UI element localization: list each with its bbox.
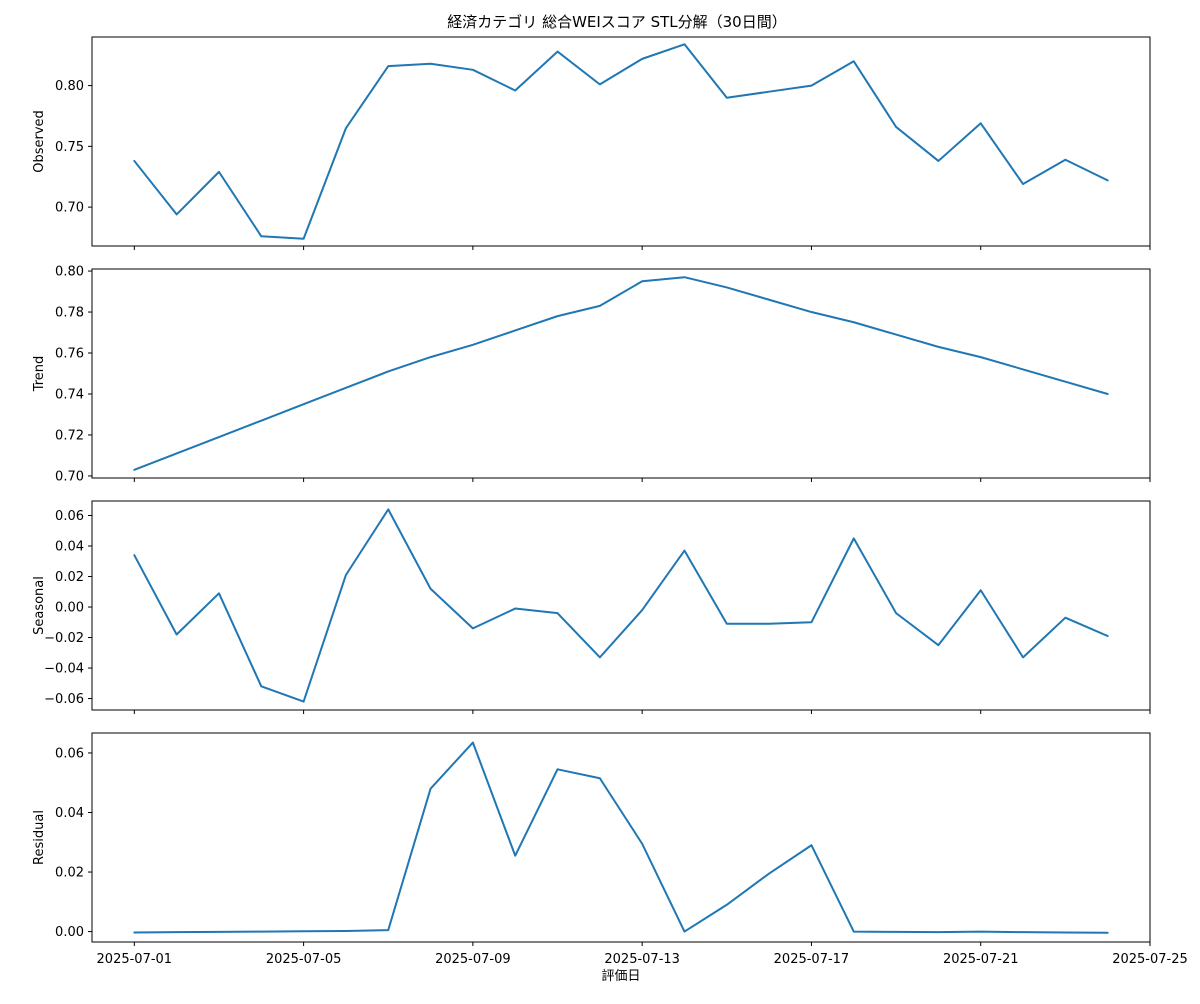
residual-y-tick-label: 0.00 bbox=[55, 925, 84, 940]
seasonal-y-tick-label: 0.00 bbox=[55, 601, 84, 616]
trend-y-tick-label: 0.78 bbox=[55, 306, 84, 321]
x-tick-label: 2025-07-21 bbox=[943, 952, 1019, 967]
panel-trend: 0.70 0.72 0.74 0.76 0.78 0.80 Trend bbox=[32, 265, 1151, 484]
chart-title: 経済カテゴリ 総合WEIスコア STL分解（30日間） bbox=[447, 13, 786, 31]
x-tick-label: 2025-07-13 bbox=[604, 952, 680, 967]
x-tick-label: 2025-07-25 bbox=[1112, 952, 1188, 967]
residual-y-axis-label: Residual bbox=[32, 810, 47, 865]
observed-y-tick-label: 0.70 bbox=[55, 201, 84, 216]
trend-y-tick-label: 0.80 bbox=[55, 265, 84, 280]
seasonal-axes-frame bbox=[91, 500, 1151, 711]
x-axis-label: 評価日 bbox=[601, 969, 640, 984]
seasonal-y-tick-label: −0.06 bbox=[44, 692, 84, 707]
seasonal-series-line bbox=[133, 508, 1109, 703]
seasonal-y-tick-label: 0.04 bbox=[55, 540, 84, 555]
panel-seasonal: −0.06 −0.04 −0.02 0.00 0.02 0.04 0.06 Seasonal bbox=[32, 500, 1151, 714]
observed-y-axis-label: Observed bbox=[32, 110, 47, 173]
observed-y-tick-label: 0.80 bbox=[55, 79, 84, 94]
seasonal-y-tick-label: −0.04 bbox=[44, 662, 84, 677]
residual-series-line bbox=[133, 741, 1109, 934]
residual-y-tick-label: 0.02 bbox=[55, 866, 84, 881]
trend-y-tick-label: 0.72 bbox=[55, 428, 84, 443]
observed-series-line bbox=[133, 43, 1109, 240]
trend-y-tick-label: 0.74 bbox=[55, 387, 84, 402]
seasonal-y-tick-label: −0.02 bbox=[44, 631, 84, 646]
x-tick-label: 2025-07-01 bbox=[97, 952, 173, 967]
x-tick-label: 2025-07-05 bbox=[266, 952, 342, 967]
observed-axes-frame bbox=[91, 36, 1151, 247]
trend-axes-frame bbox=[91, 268, 1151, 479]
panel-observed: 0.70 0.75 0.80 Observed bbox=[32, 36, 1151, 250]
seasonal-y-tick-label: 0.02 bbox=[55, 570, 84, 585]
observed-y-tick-label: 0.75 bbox=[55, 140, 84, 155]
trend-y-tick-label: 0.70 bbox=[55, 469, 84, 484]
x-tick-label: 2025-07-09 bbox=[435, 952, 511, 967]
seasonal-y-axis-label: Seasonal bbox=[32, 576, 47, 635]
seasonal-y-tick-label: 0.06 bbox=[55, 509, 84, 524]
residual-axes-frame bbox=[91, 732, 1151, 943]
panel-residual: 0.00 0.02 0.04 0.06 Residual bbox=[32, 732, 1151, 946]
trend-y-axis-label: Trend bbox=[32, 356, 47, 393]
trend-y-tick-label: 0.76 bbox=[55, 347, 84, 362]
trend-series-line bbox=[133, 276, 1109, 471]
residual-y-tick-label: 0.04 bbox=[55, 806, 84, 821]
residual-y-tick-label: 0.06 bbox=[55, 746, 84, 761]
x-tick-label: 2025-07-17 bbox=[774, 952, 850, 967]
